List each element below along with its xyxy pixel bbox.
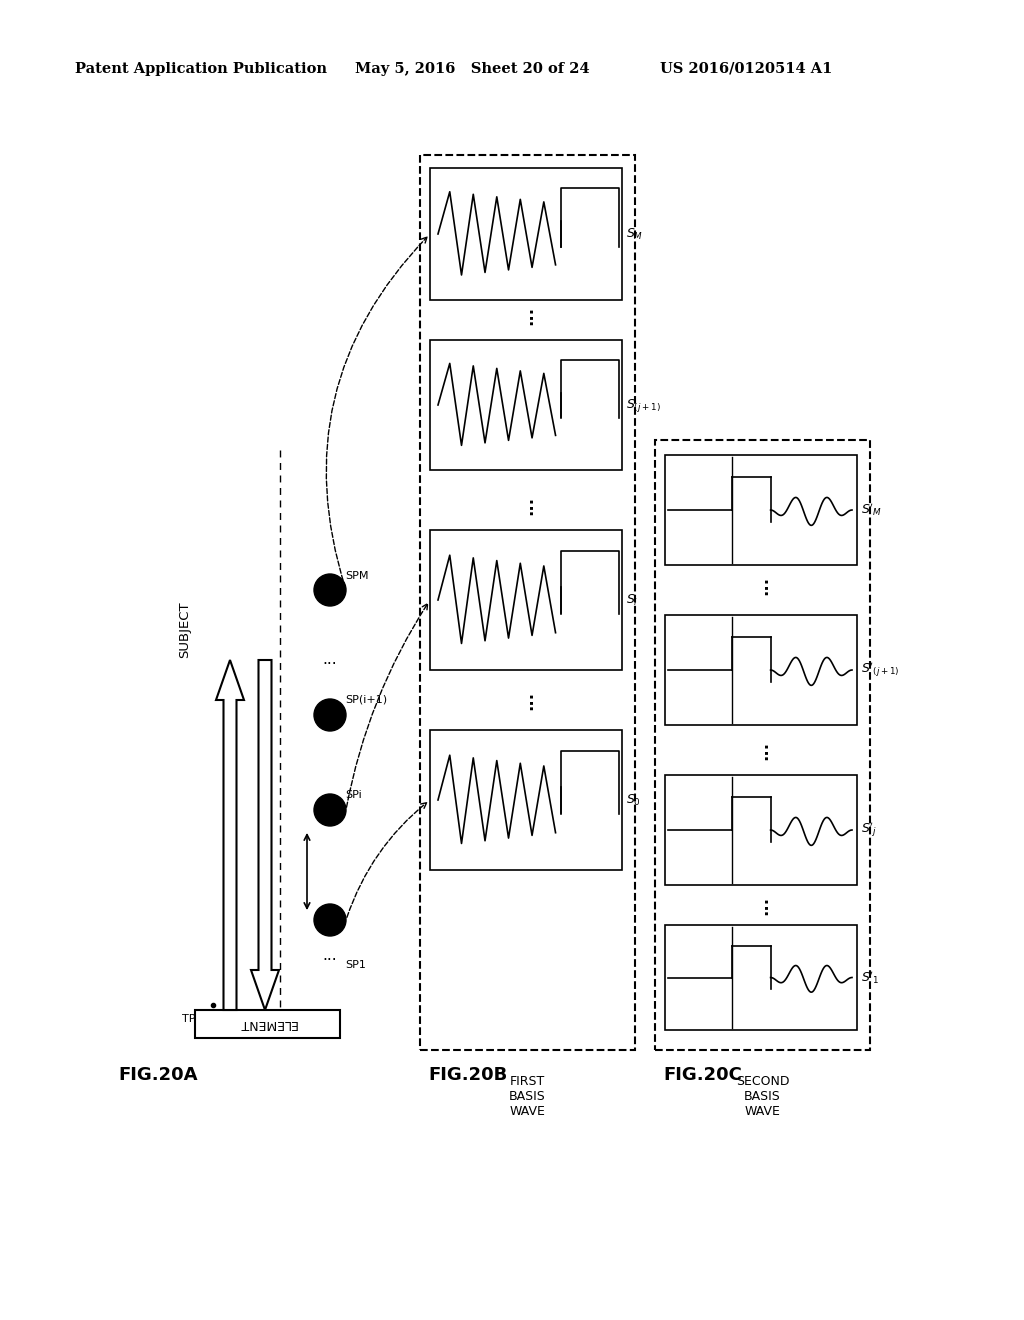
Text: SECOND
BASIS
WAVE: SECOND BASIS WAVE	[736, 1074, 790, 1118]
Bar	[665, 615, 857, 725]
Text: May 5, 2016   Sheet 20 of 24: May 5, 2016 Sheet 20 of 24	[355, 62, 590, 77]
Bar	[430, 531, 622, 671]
Text: ...: ...	[518, 690, 537, 710]
Text: SP(i+1): SP(i+1)	[345, 696, 387, 705]
Bar	[195, 1010, 340, 1038]
Text: ...: ...	[518, 495, 537, 515]
Text: US 2016/0120514 A1: US 2016/0120514 A1	[660, 62, 833, 77]
Bar	[665, 455, 857, 565]
Text: $S'_1$: $S'_1$	[861, 969, 880, 986]
Circle shape	[314, 795, 346, 826]
Text: ...: ...	[754, 741, 771, 759]
Circle shape	[314, 700, 346, 731]
Circle shape	[314, 574, 346, 606]
Text: ...: ...	[518, 305, 537, 325]
Polygon shape	[216, 660, 244, 1010]
Text: SP1: SP1	[345, 960, 366, 970]
Bar	[430, 730, 622, 870]
Text: $S'_M$: $S'_M$	[861, 502, 882, 519]
Circle shape	[314, 904, 346, 936]
Text: SPM: SPM	[345, 572, 369, 581]
Text: FIRST
BASIS
WAVE: FIRST BASIS WAVE	[509, 1074, 546, 1118]
Bar	[665, 775, 857, 884]
Bar	[655, 440, 870, 1049]
Text: FIG.20C: FIG.20C	[663, 1067, 741, 1084]
Text: FIG.20B: FIG.20B	[428, 1067, 507, 1084]
Text: ...: ...	[323, 948, 337, 962]
Text: ...: ...	[754, 895, 771, 915]
Text: SUBJECT: SUBJECT	[178, 602, 191, 659]
Bar	[430, 168, 622, 300]
Text: TP: TP	[181, 1014, 195, 1024]
Polygon shape	[251, 660, 279, 1010]
Text: $S'_{(j+1)}$: $S'_{(j+1)}$	[861, 661, 899, 680]
Text: $S'_j$: $S'_j$	[861, 821, 878, 840]
Text: $S_0$: $S_0$	[626, 792, 641, 808]
Text: FIG.20A: FIG.20A	[118, 1067, 198, 1084]
Text: ELEMENT: ELEMENT	[239, 1018, 297, 1031]
Text: $S_i$: $S_i$	[626, 593, 638, 607]
Text: ...: ...	[323, 652, 337, 668]
Text: ...: ...	[754, 576, 771, 594]
Text: SPi: SPi	[345, 789, 361, 800]
Text: $S_{(j+1)}$: $S_{(j+1)}$	[626, 396, 660, 413]
Text: $S_M$: $S_M$	[626, 227, 643, 242]
Text: Patent Application Publication: Patent Application Publication	[75, 62, 327, 77]
Bar	[665, 925, 857, 1030]
Bar	[420, 154, 635, 1049]
Bar	[430, 341, 622, 470]
